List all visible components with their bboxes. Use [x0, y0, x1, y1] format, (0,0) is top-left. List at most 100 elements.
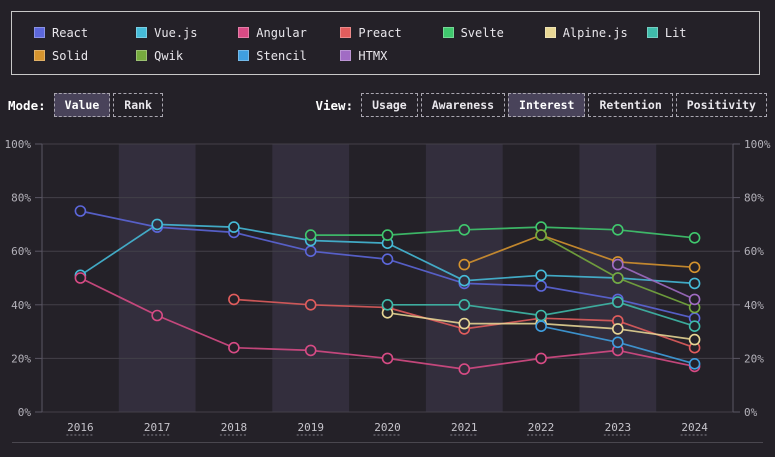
data-point-vue-js-2021[interactable]: [458, 274, 471, 287]
data-point-angular-2021[interactable]: [458, 363, 471, 375]
data-point-angular-2016[interactable]: [74, 272, 87, 284]
legend-item-label: Alpine.js: [562, 25, 628, 40]
mode-control: Mode: Value Rank: [8, 93, 163, 117]
y-axis-label-left: 40%: [11, 299, 31, 312]
data-point-vue-js-2022[interactable]: [535, 269, 547, 282]
y-axis-label-right: 40%: [744, 299, 764, 312]
data-point-htmx-2024[interactable]: [688, 293, 701, 306]
legend-swatch-icon: [136, 50, 148, 61]
view-control: View: Usage Awareness Interest Retention Pos…: [315, 93, 767, 117]
data-point-preact-2019[interactable]: [304, 299, 317, 311]
data-point-lit-2021[interactable]: [458, 299, 471, 311]
data-point-svelte-2020[interactable]: [381, 229, 394, 241]
legend-item-svelte[interactable]: Svelte: [442, 25, 545, 40]
x-axis-year-2020[interactable]: 2020: [374, 421, 401, 434]
data-point-svelte-2024[interactable]: [688, 232, 701, 244]
legend-swatch-icon: [34, 27, 45, 38]
data-point-vue-js-2018[interactable]: [228, 221, 240, 233]
mode-button-value[interactable]: Value: [53, 93, 111, 117]
data-point-svelte-2019[interactable]: [304, 229, 317, 241]
view-button-positivity[interactable]: Positivity: [675, 93, 767, 117]
x-axis-year-2017[interactable]: 2017: [144, 421, 171, 434]
y-axis-label-right: 100%: [744, 138, 771, 151]
view-button-usage[interactable]: Usage: [361, 93, 418, 117]
x-axis-year-2022[interactable]: 2022: [528, 421, 555, 434]
data-point-stencil-2024[interactable]: [688, 358, 701, 370]
data-point-stencil-2022[interactable]: [535, 320, 547, 332]
data-point-vue-js-2024[interactable]: [688, 277, 701, 290]
legend-item-stencil[interactable]: Stencil: [238, 49, 340, 63]
data-point-alpine-js-2021[interactable]: [458, 317, 471, 330]
legend-item-preact[interactable]: Preact: [340, 26, 442, 40]
y-axis-label-left: 0%: [18, 406, 32, 419]
legend-item-label: Vue.js: [154, 25, 198, 40]
view-button-interest[interactable]: Interest: [508, 93, 586, 117]
view-label: View:: [315, 97, 354, 113]
y-axis-label-left: 100%: [5, 138, 32, 151]
legend-item-react[interactable]: React: [34, 26, 136, 40]
legend-swatch-icon: [544, 27, 556, 38]
mode-button-rank[interactable]: Rank: [113, 93, 163, 117]
x-axis-year-2023[interactable]: 2023: [605, 421, 632, 434]
data-point-htmx-2023[interactable]: [611, 258, 624, 271]
legend-swatch-icon: [136, 27, 148, 38]
legend-item-label: HTMX: [358, 48, 388, 63]
data-point-angular-2017[interactable]: [151, 309, 163, 322]
data-point-angular-2022[interactable]: [535, 352, 547, 365]
data-point-svelte-2021[interactable]: [458, 224, 471, 236]
data-point-qwik-2023[interactable]: [611, 272, 624, 284]
legend-item-label: React: [52, 25, 89, 40]
data-point-react-2019[interactable]: [304, 245, 317, 257]
legend-item-label: Preact: [358, 25, 402, 40]
interest-line-chart: 0% 0% 20% 20% 40% 40% 60% 60% 80% 80% 100% 100% 2016…: [0, 130, 775, 453]
data-point-lit-2022[interactable]: [535, 309, 547, 322]
x-axis-year-2018[interactable]: 2018: [221, 421, 248, 434]
legend-item-htmx[interactable]: HTMX: [340, 49, 442, 63]
data-point-react-2020[interactable]: [381, 253, 394, 265]
y-axis-label-right: 60%: [744, 245, 764, 258]
legend-item-lit[interactable]: Lit: [646, 25, 749, 40]
legend-item-label: Qwik: [154, 48, 184, 63]
data-point-lit-2024[interactable]: [688, 320, 701, 332]
mode-button-group: Value Rank: [53, 93, 163, 117]
data-point-qwik-2022[interactable]: [535, 229, 547, 241]
legend-item-label: Svelte: [460, 25, 504, 40]
year-band-2017: [118, 144, 196, 412]
legend-swatch-icon: [238, 27, 250, 38]
legend-item-label: Lit: [664, 25, 687, 40]
x-axis-year-2016[interactable]: 2016: [67, 421, 94, 434]
legend-swatch-icon: [442, 27, 454, 38]
legend-item-solid[interactable]: Solid: [34, 49, 136, 63]
y-axis-label-right: 0%: [744, 406, 758, 419]
data-point-solid-2021[interactable]: [458, 258, 471, 271]
legend-swatch-icon: [238, 50, 250, 61]
data-point-react-2022[interactable]: [535, 280, 547, 292]
data-point-solid-2024[interactable]: [688, 261, 701, 274]
data-point-angular-2020[interactable]: [381, 352, 394, 365]
view-button-retention[interactable]: Retention: [588, 93, 673, 117]
data-point-stencil-2023[interactable]: [611, 336, 624, 349]
legend-item-qwik[interactable]: Qwik: [136, 49, 238, 63]
data-point-lit-2020[interactable]: [381, 299, 394, 311]
view-button-awareness[interactable]: Awareness: [420, 93, 506, 117]
data-point-angular-2019[interactable]: [304, 344, 317, 357]
legend-item-angular[interactable]: Angular: [238, 26, 340, 40]
data-point-vue-js-2017[interactable]: [151, 218, 163, 231]
data-point-svelte-2023[interactable]: [611, 224, 624, 236]
x-axis-year-2021[interactable]: 2021: [451, 421, 478, 434]
data-point-angular-2018[interactable]: [228, 341, 240, 354]
data-point-alpine-js-2023[interactable]: [611, 323, 624, 335]
chart-canvas: 0% 0% 20% 20% 40% 40% 60% 60% 80% 80% 100% 100% 2016…: [5, 138, 771, 443]
y-axis-label-left: 60%: [11, 245, 31, 258]
legend-item-alpine-js[interactable]: Alpine.js: [544, 25, 647, 40]
legend-item-label: Stencil: [256, 48, 307, 63]
data-point-preact-2018[interactable]: [228, 293, 240, 306]
data-point-react-2016[interactable]: [74, 205, 87, 217]
data-point-lit-2023[interactable]: [611, 296, 624, 308]
y-axis-label-left: 20%: [11, 352, 31, 365]
x-axis-year-2019[interactable]: 2019: [297, 421, 324, 434]
year-band-2019: [272, 144, 350, 412]
data-point-alpine-js-2024[interactable]: [688, 333, 701, 346]
x-axis-year-2024[interactable]: 2024: [681, 421, 708, 434]
legend-item-vue-js[interactable]: Vue.js: [136, 26, 238, 40]
